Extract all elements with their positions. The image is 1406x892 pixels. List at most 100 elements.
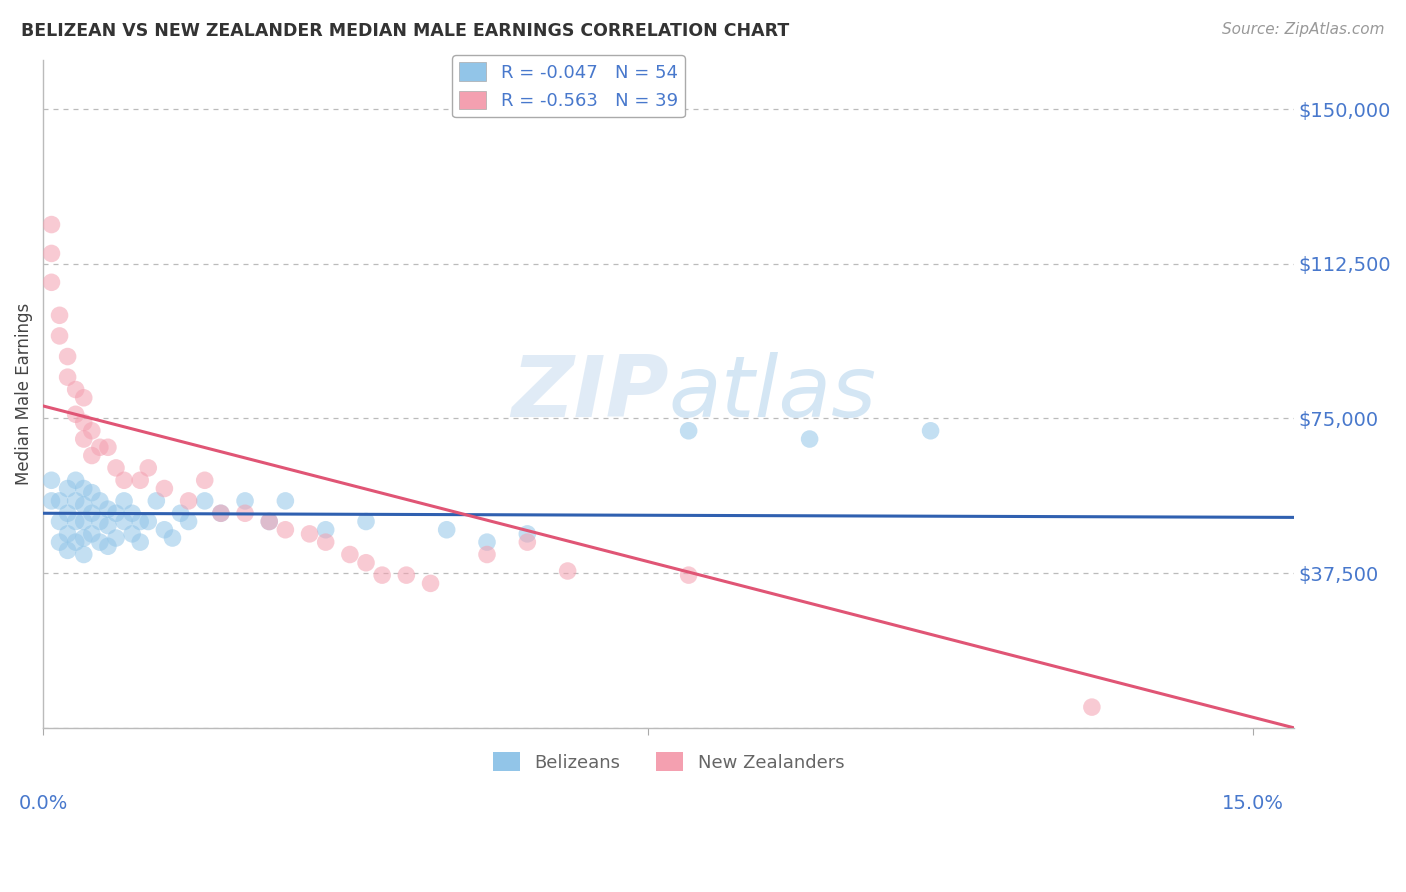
- Point: [105, 461, 128, 475]
- Point: [209, 506, 232, 520]
- Point: [799, 432, 821, 446]
- Point: [105, 506, 128, 520]
- Point: [145, 494, 167, 508]
- Point: [274, 494, 297, 508]
- Point: [209, 506, 232, 520]
- Point: [121, 527, 143, 541]
- Point: [354, 556, 377, 570]
- Point: [177, 494, 200, 508]
- Point: [475, 535, 498, 549]
- Point: [177, 515, 200, 529]
- Text: 15.0%: 15.0%: [1222, 794, 1284, 813]
- Point: [89, 515, 111, 529]
- Point: [89, 494, 111, 508]
- Point: [41, 246, 63, 260]
- Point: [73, 515, 96, 529]
- Point: [233, 494, 256, 508]
- Point: [920, 424, 942, 438]
- Point: [169, 506, 191, 520]
- Point: [56, 527, 79, 541]
- Point: [56, 482, 79, 496]
- Point: [129, 515, 152, 529]
- Point: [162, 531, 184, 545]
- Point: [56, 350, 79, 364]
- Point: [80, 449, 103, 463]
- Point: [73, 482, 96, 496]
- Point: [41, 473, 63, 487]
- Point: [65, 383, 87, 397]
- Point: [65, 407, 87, 421]
- Point: [56, 506, 79, 520]
- Point: [97, 440, 120, 454]
- Point: [97, 518, 120, 533]
- Point: [153, 523, 176, 537]
- Point: [80, 424, 103, 438]
- Text: atlas: atlas: [668, 352, 876, 435]
- Point: [233, 506, 256, 520]
- Point: [516, 527, 538, 541]
- Point: [73, 432, 96, 446]
- Point: [41, 275, 63, 289]
- Y-axis label: Median Male Earnings: Median Male Earnings: [15, 302, 32, 484]
- Point: [97, 502, 120, 516]
- Point: [678, 424, 700, 438]
- Point: [73, 416, 96, 430]
- Point: [112, 515, 135, 529]
- Point: [41, 494, 63, 508]
- Text: ZIP: ZIP: [510, 352, 668, 435]
- Point: [112, 473, 135, 487]
- Text: BELIZEAN VS NEW ZEALANDER MEDIAN MALE EARNINGS CORRELATION CHART: BELIZEAN VS NEW ZEALANDER MEDIAN MALE EA…: [21, 22, 789, 40]
- Point: [516, 535, 538, 549]
- Point: [194, 473, 217, 487]
- Point: [105, 531, 128, 545]
- Point: [80, 527, 103, 541]
- Point: [65, 494, 87, 508]
- Point: [257, 515, 280, 529]
- Point: [65, 515, 87, 529]
- Point: [73, 531, 96, 545]
- Point: [41, 218, 63, 232]
- Point: [339, 548, 361, 562]
- Point: [136, 461, 159, 475]
- Point: [73, 498, 96, 512]
- Point: [65, 473, 87, 487]
- Point: [475, 548, 498, 562]
- Point: [354, 515, 377, 529]
- Point: [48, 329, 70, 343]
- Point: [112, 494, 135, 508]
- Point: [48, 494, 70, 508]
- Point: [89, 535, 111, 549]
- Point: [48, 535, 70, 549]
- Legend: Belizeans, New Zealanders: Belizeans, New Zealanders: [485, 745, 852, 779]
- Point: [65, 535, 87, 549]
- Point: [129, 535, 152, 549]
- Point: [557, 564, 579, 578]
- Point: [1081, 700, 1104, 714]
- Point: [436, 523, 458, 537]
- Point: [89, 440, 111, 454]
- Point: [56, 370, 79, 384]
- Point: [56, 543, 79, 558]
- Point: [678, 568, 700, 582]
- Point: [136, 515, 159, 529]
- Point: [73, 548, 96, 562]
- Point: [257, 515, 280, 529]
- Point: [395, 568, 418, 582]
- Point: [48, 515, 70, 529]
- Point: [153, 482, 176, 496]
- Point: [80, 485, 103, 500]
- Point: [48, 308, 70, 322]
- Point: [194, 494, 217, 508]
- Point: [298, 527, 321, 541]
- Point: [73, 391, 96, 405]
- Text: Source: ZipAtlas.com: Source: ZipAtlas.com: [1222, 22, 1385, 37]
- Point: [129, 473, 152, 487]
- Text: 0.0%: 0.0%: [18, 794, 67, 813]
- Point: [315, 535, 337, 549]
- Point: [315, 523, 337, 537]
- Point: [80, 506, 103, 520]
- Point: [274, 523, 297, 537]
- Point: [371, 568, 394, 582]
- Point: [121, 506, 143, 520]
- Point: [97, 539, 120, 553]
